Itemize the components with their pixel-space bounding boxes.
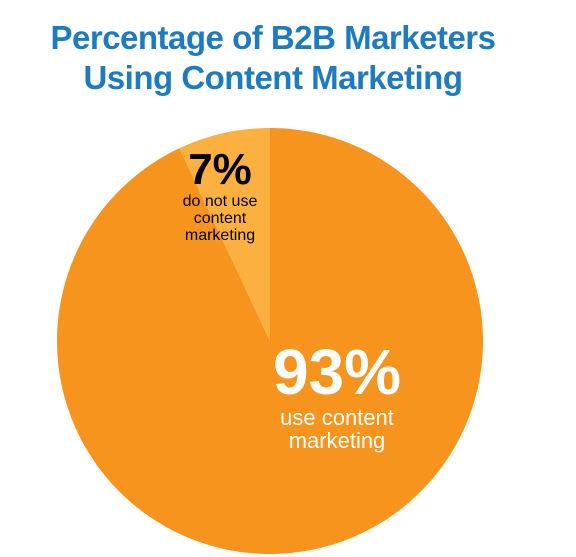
chart-title: Percentage of B2B Marketers Using Conten… (50, 19, 496, 96)
value-label: 93% (272, 336, 402, 408)
pie-slice (179, 128, 270, 341)
slice-label: 93% use content marketing (247, 340, 427, 452)
category-label: use content marketing (280, 405, 394, 454)
category-label: do not use content marketing (182, 193, 258, 244)
slice-label: 7% do not use content marketing (160, 148, 280, 244)
pie-slice (56, 128, 484, 555)
value-label: 7% (188, 145, 252, 194)
